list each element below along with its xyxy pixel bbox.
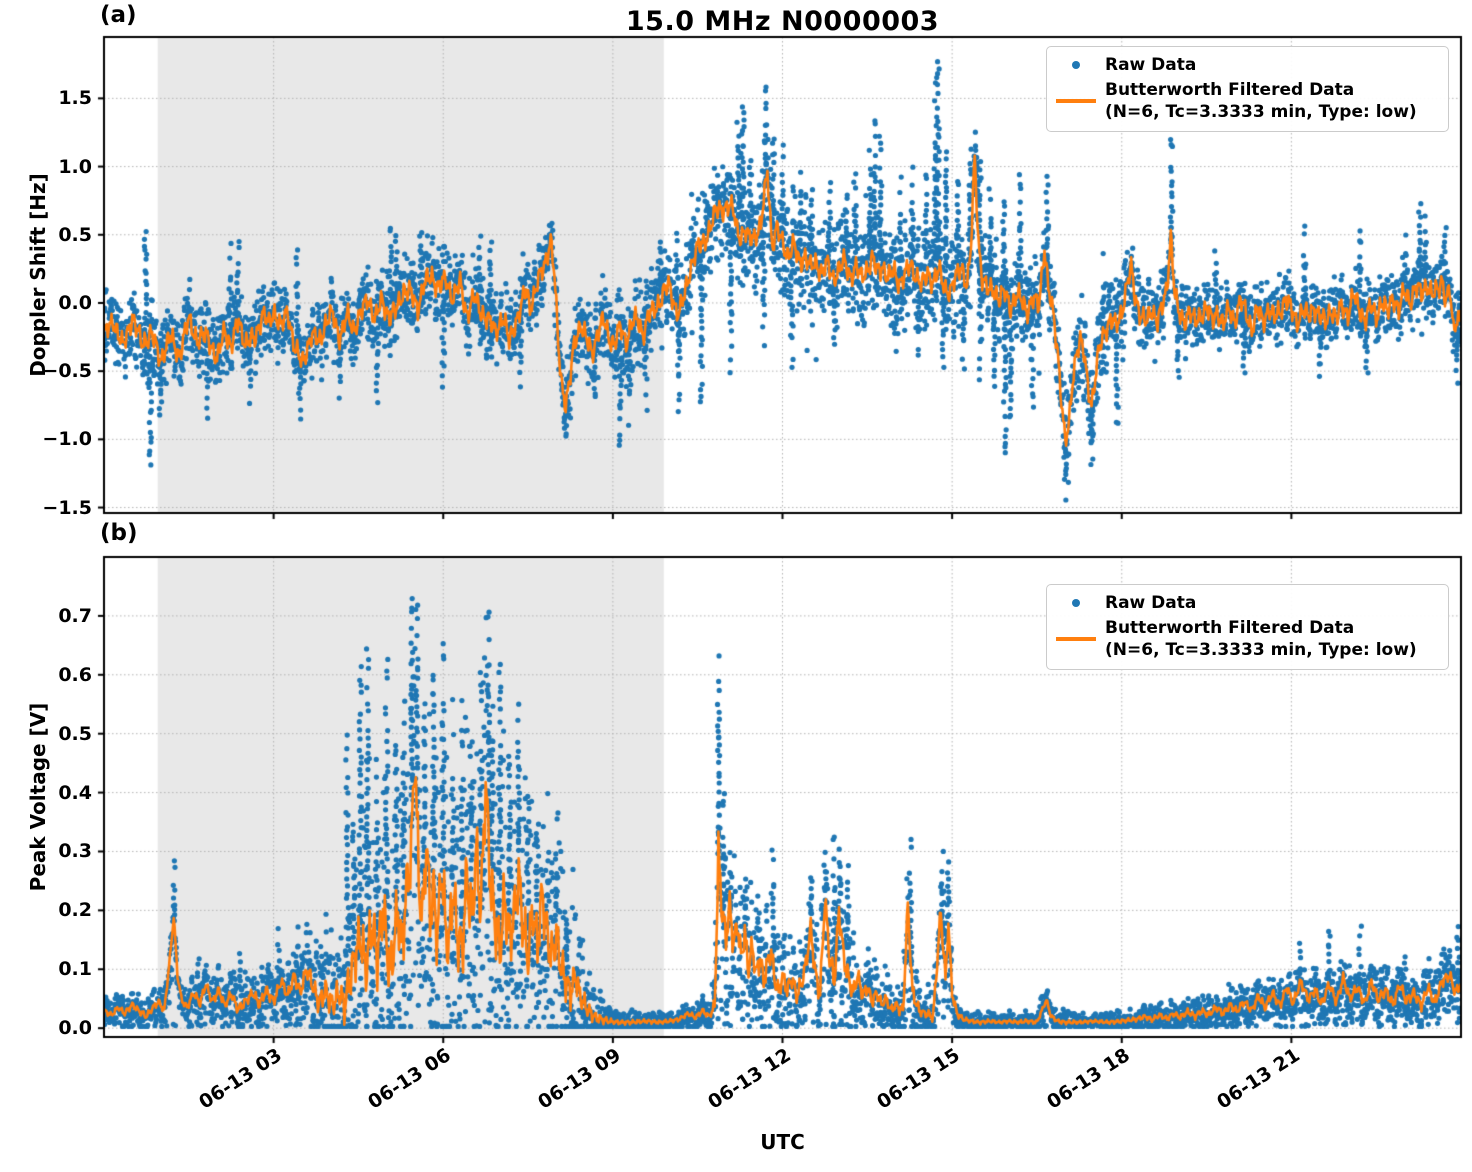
y-tick-label: −0.5: [42, 360, 92, 383]
legend-panel-b: Raw Data Butterworth Filtered Data (N=6,…: [1046, 584, 1449, 670]
x-axis-label: UTC: [760, 1130, 805, 1154]
y-tick-label: −1.5: [42, 496, 92, 519]
y-tick-label: 0.1: [58, 958, 92, 981]
filtered-line-marker-icon: [1047, 637, 1105, 641]
y-tick-label: 0.0: [58, 1017, 92, 1040]
y-tick-label: 0.7: [58, 604, 92, 627]
legend-filtered-label: Butterworth Filtered Data (N=6, Tc=3.333…: [1105, 617, 1417, 661]
legend-filtered-label-line2: (N=6, Tc=3.3333 min, Type: low): [1105, 102, 1417, 122]
y-tick-label: 0.0: [58, 291, 92, 314]
y-tick-label: 0.5: [58, 223, 92, 246]
legend-row-filtered: Butterworth Filtered Data (N=6, Tc=3.333…: [1047, 79, 1440, 123]
y-tick-label: 0.2: [58, 899, 92, 922]
legend-raw-label: Raw Data: [1105, 593, 1197, 613]
legend-filtered-label-line2: (N=6, Tc=3.3333 min, Type: low): [1105, 640, 1417, 660]
legend-row-raw: Raw Data: [1047, 54, 1440, 76]
figure-title: 15.0 MHz N0000003: [625, 6, 940, 37]
raw-data-marker-icon: [1047, 61, 1105, 69]
legend-row-filtered: Butterworth Filtered Data (N=6, Tc=3.333…: [1047, 617, 1440, 661]
legend-filtered-label: Butterworth Filtered Data (N=6, Tc=3.333…: [1105, 79, 1417, 123]
y-tick-label: 0.3: [58, 840, 92, 863]
y-tick-label: 1.5: [58, 87, 92, 110]
y-tick-label: 1.0: [58, 155, 92, 178]
legend-panel-a: Raw Data Butterworth Filtered Data (N=6,…: [1046, 46, 1449, 132]
raw-data-marker-icon: [1047, 599, 1105, 607]
y-tick-label: −1.0: [42, 428, 92, 451]
legend-raw-label: Raw Data: [1105, 55, 1197, 75]
panel-b-tag: (b): [100, 520, 138, 546]
panel-a-tag: (a): [100, 2, 137, 28]
filtered-line-marker-icon: [1047, 99, 1105, 103]
y-tick-label: 0.5: [58, 722, 92, 745]
legend-filtered-label-line1: Butterworth Filtered Data: [1105, 80, 1355, 100]
legend-row-raw: Raw Data: [1047, 592, 1440, 614]
y-tick-label: 0.4: [58, 781, 92, 804]
y-tick-label: 0.6: [58, 663, 92, 686]
y-axis-label-a: Doppler Shift [Hz]: [26, 173, 50, 377]
legend-filtered-label-line1: Butterworth Filtered Data: [1105, 618, 1355, 638]
